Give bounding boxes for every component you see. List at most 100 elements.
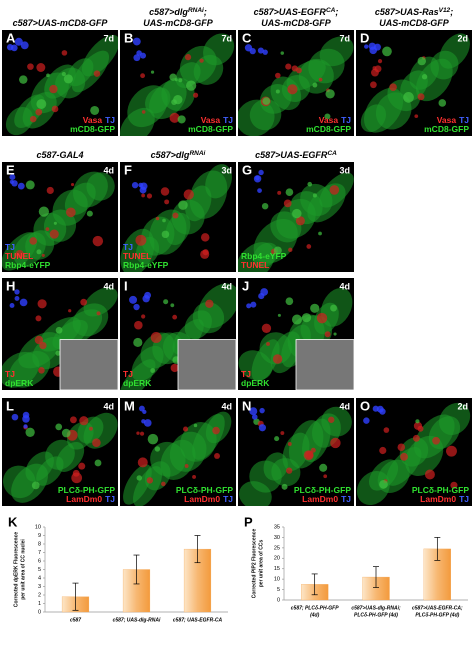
nucleus xyxy=(140,52,147,59)
cell xyxy=(163,299,169,305)
channel-label: mCD8-GFP xyxy=(188,124,233,134)
cell xyxy=(53,221,57,225)
channel-name: mCD8-GFP xyxy=(70,124,115,134)
cell xyxy=(88,426,93,431)
channel-label: PLCδ-PH-GFP xyxy=(412,485,469,495)
channel-name: PLCδ-PH-GFP xyxy=(176,485,233,495)
nucleus xyxy=(142,295,150,303)
cell xyxy=(38,367,45,374)
micrograph xyxy=(120,398,236,506)
inset xyxy=(59,339,118,390)
y-tick-label: 8 xyxy=(38,541,41,547)
cell xyxy=(37,299,47,309)
cell xyxy=(92,235,104,247)
cell xyxy=(296,67,302,74)
channel-name: PLCδ-PH-GFP xyxy=(58,485,115,495)
cell xyxy=(154,446,161,452)
cell xyxy=(325,89,335,99)
tissue xyxy=(319,36,354,67)
panel-letter: I xyxy=(124,278,128,293)
nucleus xyxy=(255,175,260,181)
y-tick-label: 7 xyxy=(38,550,41,556)
cell xyxy=(177,115,186,124)
nucleus xyxy=(6,44,14,51)
nucleus xyxy=(133,303,140,311)
channel-label: LamDm0 TJ xyxy=(184,494,233,504)
tissue xyxy=(83,412,118,449)
cell xyxy=(31,481,40,490)
cell xyxy=(55,350,61,356)
cell xyxy=(214,452,220,459)
cell xyxy=(36,63,46,72)
channel-label: Rbp4-eYFP xyxy=(241,251,287,261)
cell xyxy=(141,193,146,198)
channel-name: TJ xyxy=(105,115,115,125)
channel-name: dpERK xyxy=(241,378,270,388)
panel-days: 7d xyxy=(103,33,114,43)
cell xyxy=(330,304,337,312)
nucleus xyxy=(257,47,264,54)
x-tick-label: c587 xyxy=(70,617,81,623)
cell xyxy=(136,431,140,435)
title-part: c587>dlg xyxy=(149,7,188,17)
nucleus xyxy=(19,298,28,307)
nucleus xyxy=(364,44,369,49)
cell xyxy=(141,110,146,114)
micrograph xyxy=(120,30,236,136)
cell xyxy=(80,298,88,306)
cell xyxy=(63,74,73,84)
cell xyxy=(169,73,177,81)
micrograph xyxy=(356,398,472,506)
panel-days: 2d xyxy=(457,401,468,411)
cell xyxy=(287,442,292,446)
channel-name: TJ xyxy=(459,115,469,125)
cell xyxy=(292,208,302,219)
nucleus xyxy=(14,295,20,301)
nucleus xyxy=(14,289,20,295)
y-tick-label: 0 xyxy=(277,597,280,603)
cell xyxy=(94,459,102,467)
channel-name: Rbp4-eYFP xyxy=(123,260,169,270)
cell xyxy=(146,477,154,484)
nucleus xyxy=(143,419,152,427)
panel-letter: G xyxy=(242,162,252,177)
cell xyxy=(25,427,35,437)
cell xyxy=(183,426,189,432)
title-part: CA xyxy=(326,7,336,14)
channel-name: TJ xyxy=(223,115,233,125)
cell xyxy=(49,84,58,94)
nucleus xyxy=(9,303,15,308)
panel-days: 4d xyxy=(103,281,114,291)
panel-title: c587>UAS-mCD8-GFP xyxy=(13,18,109,28)
cell xyxy=(291,314,303,325)
channel-label: LamDm0 TJ xyxy=(66,494,115,504)
panel-letter: H xyxy=(6,278,15,293)
panel-letter: L xyxy=(6,398,14,413)
cell xyxy=(139,431,145,436)
cell xyxy=(186,80,197,91)
y-tick-label: 15 xyxy=(274,566,280,572)
tissue xyxy=(83,287,118,317)
channel-label: TJ xyxy=(5,369,15,379)
nucleus xyxy=(139,186,147,194)
channel-label: mCD8-GFP xyxy=(70,124,115,134)
micrograph xyxy=(238,398,354,506)
title-part: UAS-mCD8-GFP xyxy=(261,18,332,28)
nucleus xyxy=(258,424,266,432)
y-axis-label: Corrected PIP2 Fluorescence xyxy=(251,529,257,599)
cell xyxy=(199,58,204,63)
panel-letter: F xyxy=(124,162,132,177)
channel-label: LamDm0 TJ xyxy=(302,494,351,504)
channel-name: Vasa xyxy=(201,115,221,125)
title-part: UAS-mCD8-GFP xyxy=(379,18,450,28)
cell xyxy=(69,416,77,424)
cell xyxy=(277,190,282,195)
y-tick-label: 35 xyxy=(274,524,280,530)
x-tick-label: (4d) xyxy=(310,612,320,618)
cell xyxy=(193,423,198,428)
cell xyxy=(261,323,272,333)
cell xyxy=(192,474,197,479)
cell xyxy=(286,467,293,474)
cell xyxy=(432,436,440,445)
